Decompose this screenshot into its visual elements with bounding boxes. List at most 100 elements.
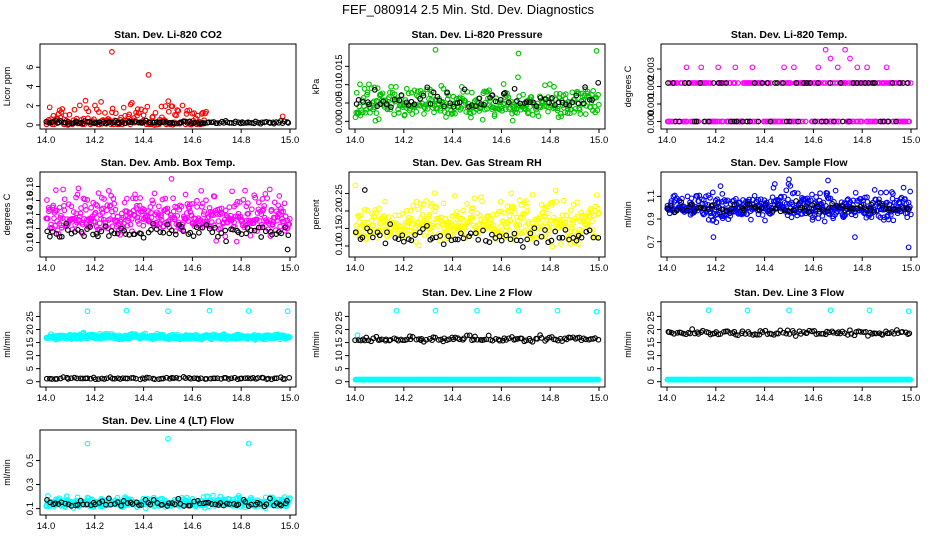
data-point — [709, 189, 716, 196]
data-point — [670, 80, 676, 86]
x-tick-label: 14.0 — [346, 135, 365, 146]
data-point — [469, 89, 475, 96]
data-point — [448, 237, 455, 244]
data-point — [538, 233, 545, 240]
x-tick-label: 14.4 — [134, 263, 153, 274]
data-point — [213, 120, 220, 126]
y-tick-label: 0.10 — [25, 233, 36, 252]
y-tick-label: 0.1 — [25, 502, 36, 515]
data-point — [504, 203, 511, 210]
data-point — [255, 224, 262, 231]
data-point — [846, 118, 853, 125]
data-point — [393, 84, 399, 90]
data-point — [885, 118, 892, 125]
plot-frame — [660, 301, 918, 388]
data-point — [905, 308, 912, 315]
data-point — [266, 186, 273, 193]
data-point — [515, 307, 522, 314]
data-point — [833, 118, 840, 125]
data-point — [554, 107, 561, 114]
data-point — [580, 100, 587, 107]
data-point — [496, 233, 503, 240]
y-tick-label: 0.001 — [646, 92, 657, 116]
data-point — [407, 207, 414, 214]
x-tick-label: 14.4 — [443, 263, 462, 274]
data-point — [102, 110, 108, 116]
panel-title: Stan. Dev. Line 2 Flow — [422, 287, 533, 299]
data-point — [562, 219, 568, 226]
data-point — [525, 110, 531, 117]
data-point — [423, 198, 430, 204]
data-point — [486, 87, 492, 94]
data-point — [172, 231, 179, 238]
data-point — [379, 226, 385, 233]
data-point — [123, 307, 130, 314]
x-tick-label: 15.0 — [902, 135, 921, 146]
data-point — [206, 307, 213, 314]
data-point — [786, 176, 792, 183]
x-tick-label: 14.6 — [492, 263, 511, 274]
data-point — [179, 102, 186, 109]
data-point — [182, 191, 189, 198]
series-1 — [352, 307, 602, 383]
data-point — [421, 111, 427, 117]
data-point — [190, 233, 197, 239]
data-point — [171, 120, 177, 127]
series-2 — [44, 220, 292, 253]
data-point — [47, 233, 53, 240]
data-point — [153, 119, 160, 125]
data-point — [578, 234, 585, 241]
data-point — [559, 234, 566, 241]
data-point — [376, 232, 383, 239]
data-point — [111, 230, 118, 237]
data-point — [357, 212, 364, 219]
data-point — [459, 215, 466, 222]
data-point — [282, 224, 289, 231]
data-point — [506, 226, 512, 233]
data-point — [380, 98, 387, 105]
data-point — [570, 219, 576, 226]
data-point — [779, 80, 786, 86]
x-tick-label: 14.6 — [183, 135, 202, 146]
data-point — [452, 236, 459, 243]
data-point — [281, 218, 287, 225]
data-point — [562, 226, 569, 233]
data-point — [527, 228, 534, 234]
data-point — [679, 195, 685, 202]
data-point — [491, 111, 498, 118]
data-point — [595, 91, 601, 98]
data-point — [490, 211, 496, 218]
data-point — [497, 230, 503, 237]
data-point — [573, 92, 580, 99]
data-point — [533, 103, 540, 109]
data-point — [542, 96, 549, 102]
data-point — [420, 226, 426, 232]
data-point — [452, 110, 458, 117]
data-point — [152, 109, 159, 116]
y-tick-label: 5 — [646, 366, 657, 371]
data-point — [403, 85, 410, 92]
y-tick-label: 1.1 — [646, 190, 657, 203]
y-tick-label: 0 — [646, 379, 657, 384]
y-tick-label: 0.12 — [25, 219, 36, 238]
x-tick-label: 14.0 — [37, 393, 56, 404]
data-point — [505, 94, 512, 100]
data-point — [764, 80, 771, 86]
y-axis-label: ml/min — [623, 201, 633, 228]
y-tick-label: 5 — [25, 366, 36, 371]
data-point — [189, 200, 196, 207]
data-point — [229, 188, 235, 195]
data-point — [839, 118, 846, 125]
data-point — [791, 189, 798, 196]
data-point — [122, 231, 129, 237]
x-tick-label: 15.0 — [902, 263, 921, 274]
y-tick-label: 15 — [334, 337, 345, 348]
data-point — [746, 118, 753, 125]
data-point — [786, 307, 792, 314]
data-point — [906, 118, 913, 125]
data-point — [400, 104, 406, 110]
data-point — [492, 98, 499, 105]
data-point — [469, 214, 476, 221]
